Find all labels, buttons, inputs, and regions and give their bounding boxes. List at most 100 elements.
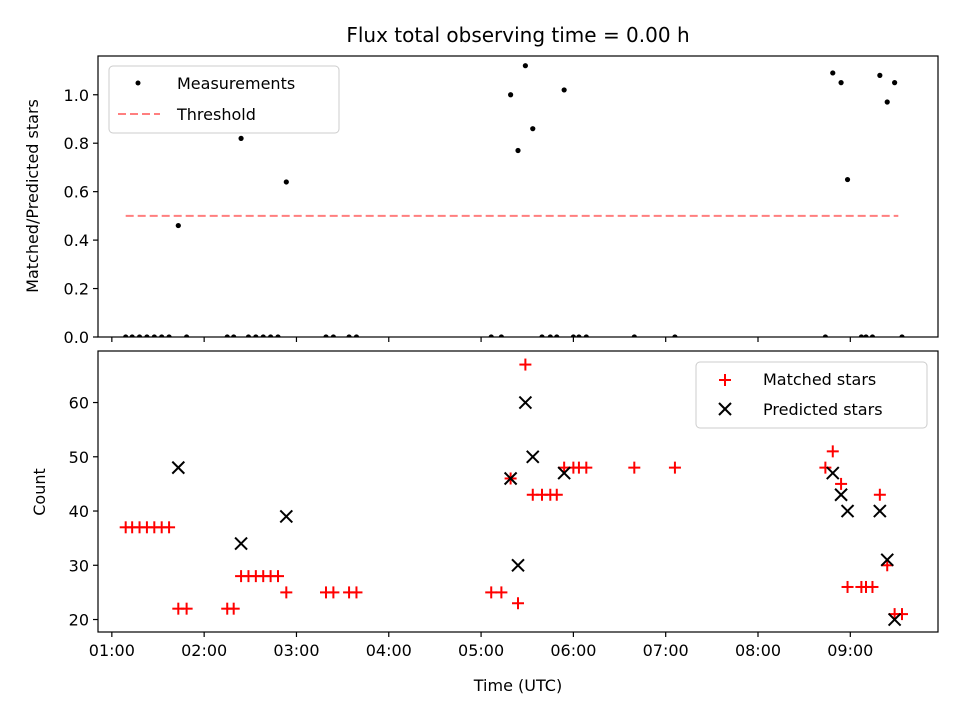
bottom-matched-stars-point: [826, 445, 839, 458]
bottom-legend-frame: [695, 361, 928, 429]
bottom-predicted-stars-point: [873, 504, 887, 518]
bottom-data-marks: [119, 358, 908, 627]
bottom-matched-stars-point: [227, 602, 240, 615]
top-y-axis-label: Matched/Predicted stars: [23, 99, 42, 293]
bottom-matched-stars-point: [896, 608, 908, 621]
top-measurements-point: [822, 334, 828, 337]
top-measurements-point: [346, 334, 352, 337]
bottom-x-tick-label: 02:00: [181, 641, 227, 660]
bottom-matched-stars-point: [495, 586, 508, 599]
bottom-predicted-stars-point: [234, 536, 248, 551]
top-measurements-point: [253, 334, 259, 337]
top-measurements-point: [184, 334, 190, 337]
top-measurements-point: [508, 92, 514, 98]
bottom-predicted-stars-point: [887, 612, 902, 627]
bottom-x-tick-label: 06:00: [550, 641, 596, 660]
top-measurements-point: [570, 334, 576, 337]
top-measurements-point: [330, 334, 336, 337]
top-measurements-point: [877, 72, 883, 78]
bottom-matched-stars-point: [873, 488, 886, 501]
top-measurements-point: [844, 176, 851, 183]
bottom-predicted-stars-point: [511, 558, 525, 572]
top-measurements-point: [144, 334, 150, 337]
top-measurements-point: [899, 334, 905, 337]
top-measurements-point: [159, 334, 165, 337]
top-measurements-point: [129, 334, 135, 337]
bottom-matched-stars-point: [350, 586, 363, 599]
top-measurements-point: [260, 334, 266, 337]
bottom-plot-area: 20 30 40 50 60 01:00 02:00 03:00 04:00 05:00 06:00…: [69, 350, 939, 660]
bottom-matched-stars-point: [841, 580, 854, 593]
legend-threshold-label: Threshold: [176, 105, 256, 124]
legend-matched-stars-label: Matched stars: [763, 370, 876, 389]
bottom-predicted-stars-point: [880, 553, 894, 567]
top-measurements-point: [224, 334, 230, 337]
bottom-plot-frame: [97, 350, 939, 633]
bottom-x-tick-label: 09:00: [827, 641, 873, 660]
top-measurements-point: [522, 63, 528, 69]
top-chart-title: Flux total observing time = 0.00 h: [346, 23, 689, 47]
bottom-matched-stars-point: [668, 461, 681, 474]
bottom-x-tick-label: 04:00: [366, 641, 412, 660]
top-measurements-point: [530, 126, 536, 132]
top-plot-frame: [97, 55, 939, 338]
bottom-x-tick-label: 03:00: [273, 641, 319, 660]
top-measurements-point: [858, 334, 864, 337]
bottom-x-tick-label: 01:00: [89, 641, 135, 660]
top-measurements-point: [175, 222, 181, 229]
bottom-matched-stars-point: [327, 586, 340, 599]
top-measurements-point: [488, 334, 494, 337]
top-measurements-point: [892, 80, 898, 86]
bottom-predicted-stars-point: [279, 509, 294, 524]
top-y-tick-label: 1.0: [64, 86, 89, 105]
bottom-matched-stars-point: [519, 358, 532, 371]
top-data-marks: [123, 63, 905, 337]
top-measurements-point: [583, 334, 589, 337]
bottom-x-axis-label: Time (UTC): [473, 676, 562, 695]
bottom-matched-stars-point: [835, 477, 848, 490]
bottom-y-tick-label: 40: [69, 502, 89, 521]
bottom-matched-stars-point: [628, 461, 641, 474]
top-measurements-point: [123, 334, 129, 337]
bottom-x-tick-label: 08:00: [735, 641, 781, 660]
top-measurements-point: [353, 334, 360, 337]
top-measurements-point: [166, 334, 172, 337]
top-measurements-point: [672, 334, 678, 337]
bottom-predicted-stars-point: [171, 460, 186, 475]
top-measurements-point: [838, 80, 844, 86]
top-measurements-point: [863, 334, 869, 337]
top-legend: Measurements Threshold: [108, 65, 340, 134]
bottom-predicted-stars-point: [518, 395, 533, 410]
top-measurements-point: [136, 334, 143, 337]
top-legend-frame: [108, 65, 340, 134]
legend-matched-stars-marker: [719, 374, 731, 386]
legend-measurements-label: Measurements: [177, 74, 295, 93]
top-measurements-point: [275, 334, 281, 337]
top-measurements-point: [631, 334, 637, 337]
bottom-predicted-stars-point: [834, 488, 848, 502]
bottom-predicted-stars-point: [503, 471, 518, 486]
top-measurements-point: [515, 147, 521, 154]
bottom-matched-stars-point: [163, 521, 176, 534]
bottom-y-axis-label: Count: [30, 468, 49, 516]
top-measurements-point: [151, 334, 157, 337]
bottom-legend: Matched stars Predicted stars: [695, 361, 928, 429]
top-measurements-point: [231, 334, 237, 337]
top-measurements-point: [561, 87, 567, 93]
top-y-tick-label: 0.4: [64, 231, 89, 250]
top-measurements-point: [283, 179, 289, 185]
bottom-y-tick-label: 50: [69, 448, 89, 467]
bottom-matched-stars-point: [280, 586, 293, 599]
top-measurements-point: [268, 334, 274, 337]
top-y-tick-label: 0.0: [64, 328, 89, 347]
top-measurements-point: [539, 334, 545, 337]
legend-predicted-stars-label: Predicted stars: [763, 400, 883, 419]
bottom-matched-stars-point: [512, 597, 524, 610]
bottom-y-tick-label: 20: [69, 611, 89, 630]
legend-measurements-marker: [135, 80, 141, 86]
bottom-x-tick-label: 07:00: [643, 641, 689, 660]
bottom-x-tick-label: 05:00: [458, 641, 504, 660]
top-measurements-point: [830, 70, 836, 76]
bottom-predicted-stars-point: [840, 504, 855, 518]
bottom-y-tick-label: 60: [69, 394, 89, 413]
